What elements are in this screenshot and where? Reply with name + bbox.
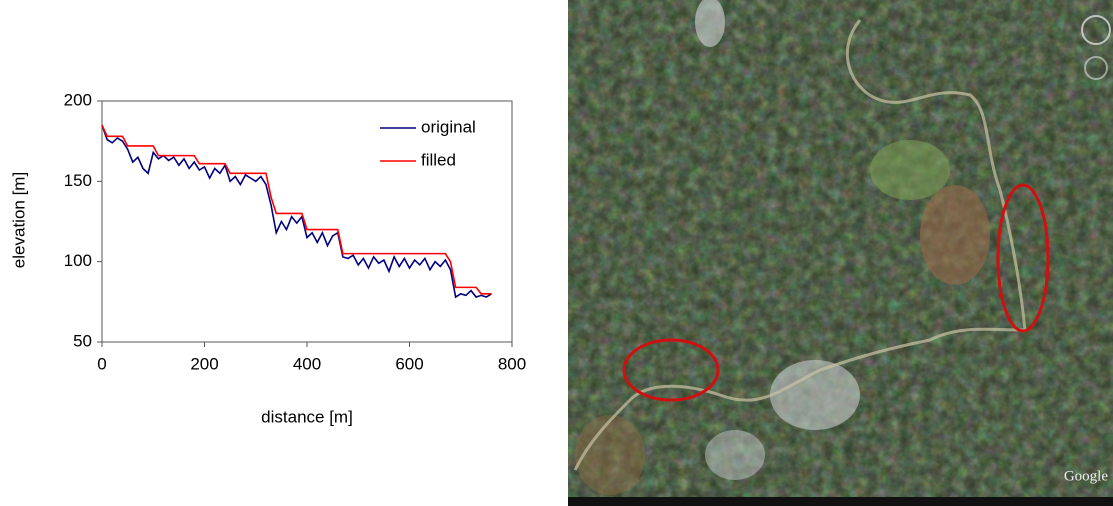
- clearing: [575, 415, 645, 495]
- figure: Google distance [m] elevation [m] 50 100 1…: [0, 0, 1113, 506]
- x-tick-label: 600: [395, 354, 423, 373]
- clearing: [870, 140, 950, 200]
- clearing: [920, 185, 990, 285]
- x-axis-label: distance [m]: [261, 407, 353, 426]
- cloud: [770, 360, 860, 430]
- watermark: Google: [1064, 468, 1109, 484]
- y-tick-label: 100: [64, 251, 92, 270]
- plot-area: [102, 101, 512, 342]
- legend-label: original: [421, 117, 476, 136]
- x-tick-label: 200: [190, 354, 218, 373]
- legend-label: filled: [421, 150, 456, 169]
- x-tick-label: 0: [97, 354, 106, 373]
- y-tick-label: 50: [73, 331, 92, 350]
- y-tick-label: 200: [64, 90, 92, 109]
- cloud: [705, 430, 765, 480]
- x-tick-label: 800: [498, 354, 526, 373]
- satellite-image: Google: [568, 0, 1113, 506]
- x-tick-label: 400: [293, 354, 321, 373]
- y-axis-label: elevation [m]: [9, 172, 28, 268]
- y-tick-label: 150: [64, 171, 92, 190]
- status-bar: [568, 497, 1113, 506]
- page: {"chart_data": {"type": "line", "x_label…: [0, 0, 1113, 506]
